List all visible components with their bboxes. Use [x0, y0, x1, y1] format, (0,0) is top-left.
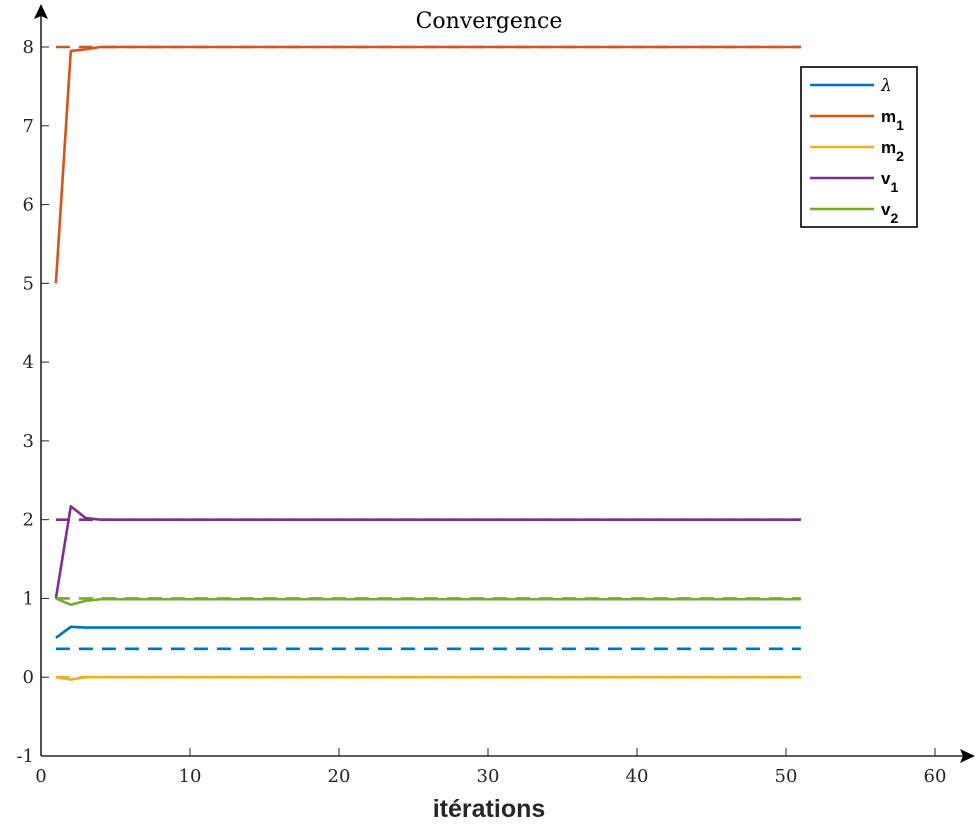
- legend-label-base: λ: [880, 76, 892, 96]
- legend-label-base: v: [881, 200, 891, 219]
- chart-title: Convergence: [416, 9, 563, 34]
- y-tick-label: 1: [23, 588, 34, 609]
- legend-label: v1: [881, 169, 898, 195]
- x-tick-label: 0: [35, 766, 46, 787]
- legend-label-subscript: 1: [890, 179, 898, 195]
- series-line-3: [54, 504, 801, 599]
- series-line-4: [55, 597, 801, 607]
- y-tick-label: 7: [23, 116, 34, 137]
- x-tick-label: 10: [179, 766, 202, 787]
- series-line-0: [55, 625, 801, 639]
- legend-label-base: m: [881, 138, 896, 157]
- y-tick-label: 8: [23, 37, 34, 58]
- legend-label-base: v: [881, 169, 891, 188]
- y-axis-arrow-icon: [34, 4, 48, 19]
- legend-label-subscript: 2: [890, 210, 898, 226]
- y-tick-label: 3: [23, 431, 34, 452]
- legend-label-subscript: 1: [896, 117, 904, 133]
- y-tick-label: 6: [23, 195, 34, 216]
- series-line-2: [55, 675, 801, 681]
- legend-label: m2: [881, 138, 904, 164]
- y-tick-label: 2: [23, 510, 34, 531]
- y-tick-label: 0: [23, 667, 34, 688]
- x-tick-label: 30: [477, 766, 500, 787]
- x-tick-label: 40: [626, 766, 649, 787]
- y-tick-label: 4: [23, 352, 34, 373]
- series-line-1: [54, 45, 801, 284]
- x-ticks: 0 10 20 30 40 50 60: [35, 748, 946, 787]
- y-ticks: -1 0 1 2 3 4 5 6 7 8: [16, 37, 49, 767]
- legend-label-subscript: 2: [896, 148, 904, 164]
- x-axis-label: itérations: [433, 795, 546, 823]
- legend-label: m1: [881, 107, 904, 133]
- x-tick-label: 20: [328, 766, 351, 787]
- x-axis-arrow-icon: [960, 749, 975, 763]
- y-tick-label: 5: [23, 273, 34, 294]
- y-tick-label: -1: [16, 746, 34, 767]
- legend-label-base: m: [881, 107, 896, 126]
- legend-label: v2: [881, 200, 898, 226]
- series-layer: [54, 45, 801, 681]
- legend-label: λ: [880, 76, 892, 96]
- x-tick-label: 60: [924, 766, 947, 787]
- x-tick-label: 50: [775, 766, 798, 787]
